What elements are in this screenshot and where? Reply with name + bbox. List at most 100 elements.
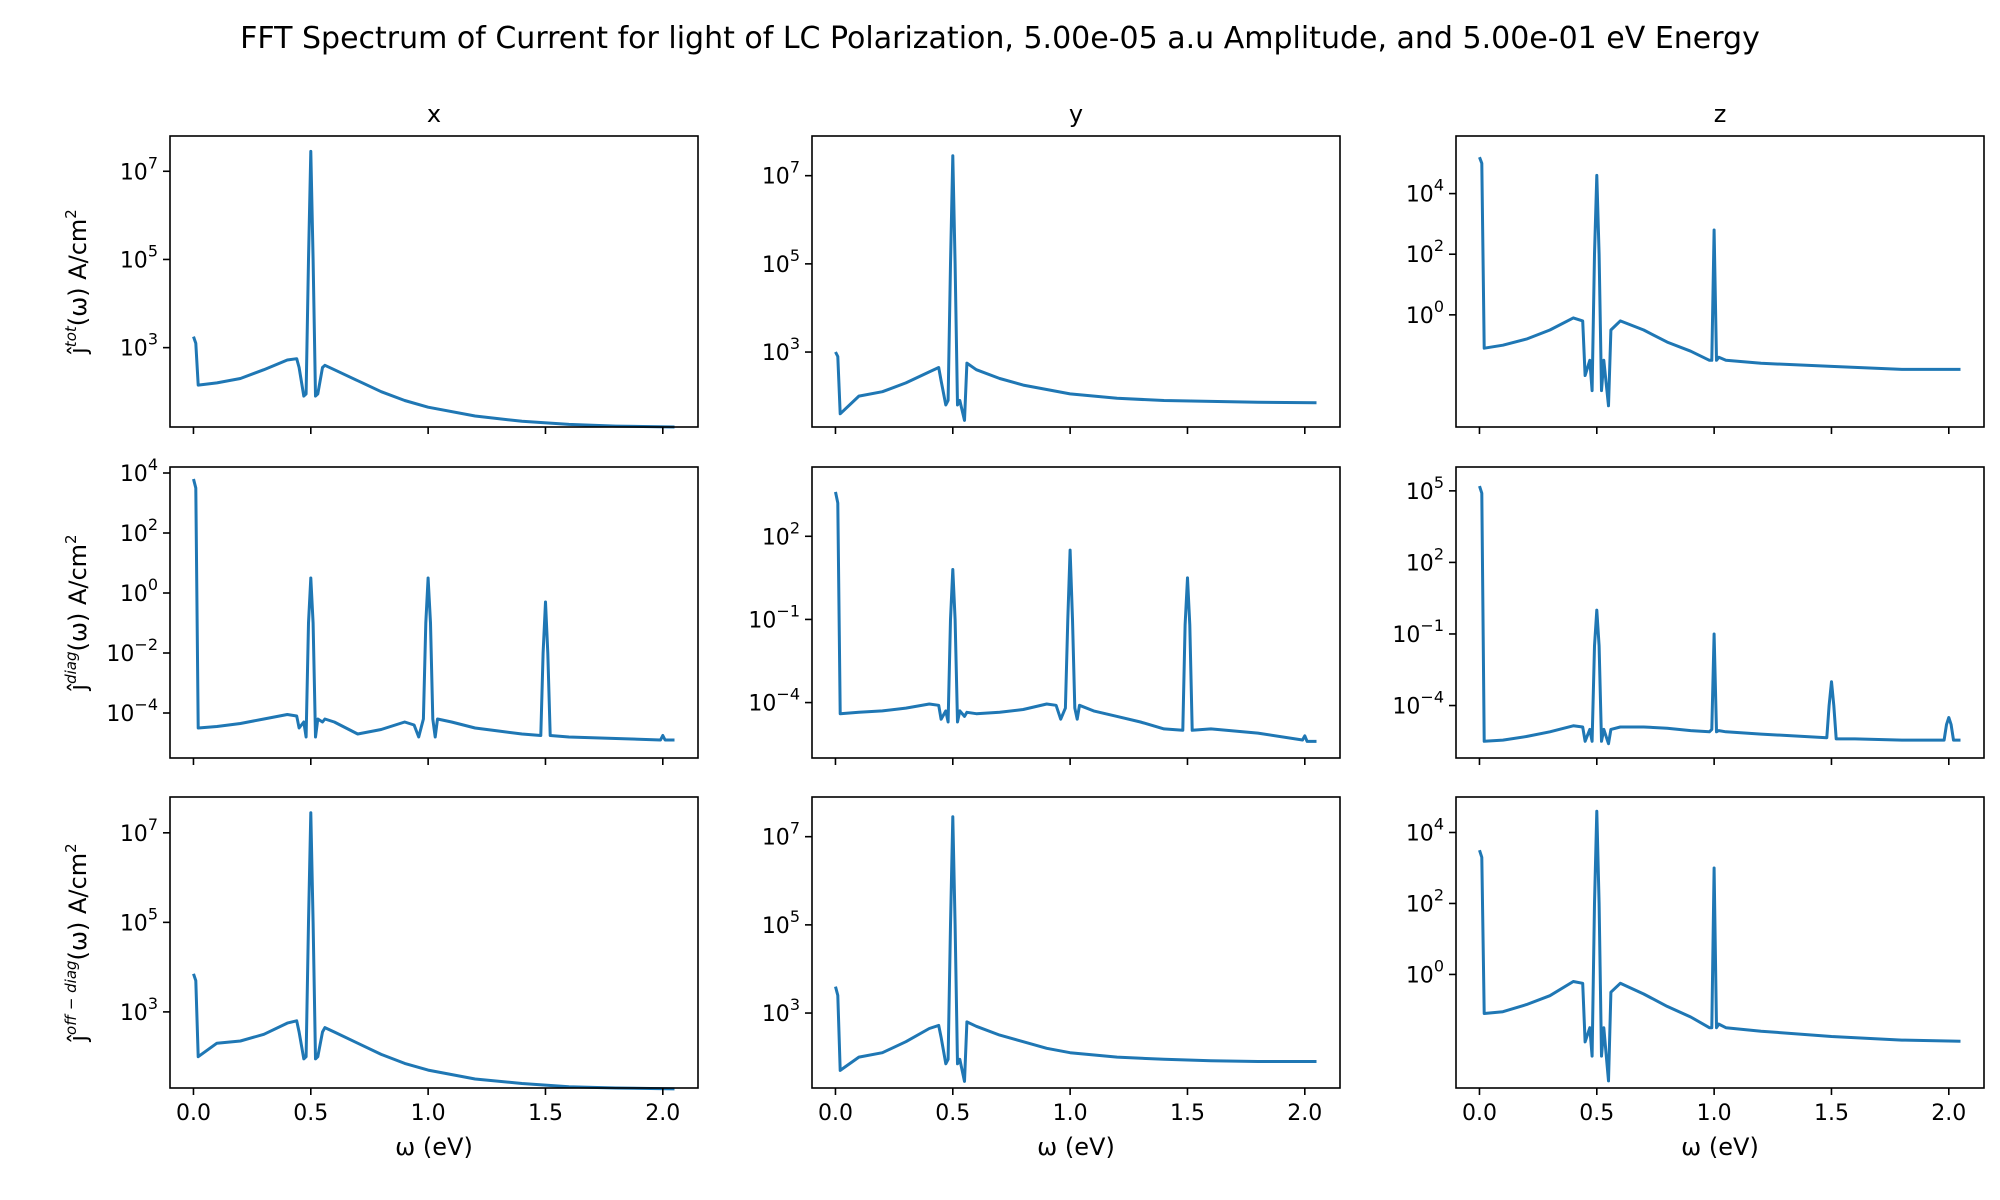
y-label-rest: (ω) A/cm <box>64 219 92 327</box>
x-tick-label: 1.0 <box>1697 1101 1732 1126</box>
series-line <box>834 491 1317 743</box>
axes-frame <box>169 796 699 1089</box>
x-tick-label: 1.5 <box>1814 1101 1849 1126</box>
y-tick-label: 10−1 <box>1392 616 1444 648</box>
y-tick-exponent: 2 <box>1434 236 1444 255</box>
series-line <box>834 154 1317 422</box>
subplot-r0c2: 100 102 104 z <box>1406 100 1985 434</box>
axes-frame <box>1455 135 1985 428</box>
y-tick-exponent: −2 <box>134 635 158 654</box>
x-tick-label: 0.5 <box>293 1101 328 1126</box>
figure-title: FFT Spectrum of Current for light of LC … <box>240 21 1760 56</box>
y-tick-exponent: 4 <box>148 455 158 474</box>
subplot-r0c0: 103 105 107 x ĵtot(ω) A/cm2 <box>62 100 699 434</box>
y-label-base: ĵ <box>64 683 92 692</box>
column-title-z: z <box>1714 100 1727 128</box>
y-tick-label: 102 <box>1406 544 1444 576</box>
y-tick-label: 107 <box>120 153 158 185</box>
y-tick-exponent: −4 <box>134 695 158 714</box>
y-tick-label: 107 <box>762 158 800 190</box>
axes-frame <box>1455 796 1985 1089</box>
axes-frame <box>811 466 1341 759</box>
y-label-rest: (ω) A/cm <box>64 544 92 652</box>
column-title-y: y <box>1069 100 1083 128</box>
y-label-base: ĵ <box>64 346 92 355</box>
x-tick-label: 0.0 <box>1462 1101 1497 1126</box>
y-tick-exponent: 5 <box>148 241 158 260</box>
axes-frame <box>811 135 1341 428</box>
subplot-r0c1: 103 105 107 y <box>762 100 1341 434</box>
y-tick-label: 104 <box>1406 176 1444 208</box>
x-tick-label: 0.5 <box>935 1101 970 1126</box>
y-tick-exponent: 7 <box>148 153 158 172</box>
series-line <box>192 478 675 742</box>
y-tick-label: 105 <box>120 241 158 273</box>
y-label-base: ĵ <box>64 1034 92 1043</box>
subplot-r1c1: 10−4 10−1 102 <box>748 466 1341 765</box>
series-line <box>1478 485 1961 746</box>
y-tick-label: 10−1 <box>748 601 800 633</box>
x-tick-label: 0.0 <box>176 1101 211 1126</box>
series-line <box>834 815 1317 1083</box>
y-tick-label: 100 <box>1406 297 1444 329</box>
y-tick-label: 100 <box>1406 956 1444 988</box>
y-tick-label: 107 <box>120 815 158 847</box>
x-axis-label: ω (eV) <box>1037 1133 1115 1161</box>
series-line <box>192 149 675 429</box>
y-tick-label: 102 <box>762 518 800 550</box>
y-tick-label: 102 <box>1406 885 1444 917</box>
y-tick-exponent: 7 <box>148 815 158 834</box>
y-label-rest: (ω) A/cm <box>64 853 92 961</box>
y-tick-exponent: 7 <box>790 158 800 177</box>
y-tick-exponent: −4 <box>1420 688 1444 707</box>
subplot-r1c2: 10−4 10−1 102 105 <box>1392 466 1985 765</box>
y-tick-label: 10−4 <box>748 685 800 717</box>
axes-frame <box>811 796 1341 1089</box>
y-tick-label: 102 <box>120 515 158 547</box>
x-tick-label: 0.0 <box>818 1101 853 1126</box>
y-tick-label: 103 <box>120 330 158 362</box>
axes-frame <box>169 135 699 428</box>
y-tick-label: 103 <box>762 334 800 366</box>
column-title-x: x <box>427 100 441 128</box>
y-tick-exponent: 4 <box>1434 814 1444 833</box>
x-tick-label: 2.0 <box>1931 1101 1966 1126</box>
y-tick-label: 104 <box>1406 814 1444 846</box>
y-tick-exponent: 0 <box>1434 297 1444 316</box>
y-tick-exponent: 3 <box>790 334 800 353</box>
series-line <box>192 811 675 1091</box>
x-tick-label: 2.0 <box>1287 1101 1322 1126</box>
y-tick-exponent: 0 <box>148 575 158 594</box>
x-tick-label: 1.0 <box>1053 1101 1088 1126</box>
y-tick-label: 10−4 <box>106 695 158 727</box>
axes-frame <box>169 466 699 759</box>
y-label-sup: tot <box>62 325 80 347</box>
y-tick-label: 103 <box>120 994 158 1026</box>
y-tick-exponent: 7 <box>790 819 800 838</box>
y-label-sup: off − diag <box>62 960 80 1035</box>
y-axis-label-row1: ĵdiag(ω) A/cm2 <box>62 534 92 691</box>
y-tick-exponent: 2 <box>1434 544 1444 563</box>
series-line <box>1478 809 1961 1083</box>
y-tick-exponent: 3 <box>790 995 800 1014</box>
y-tick-label: 10−4 <box>1392 688 1444 720</box>
y-axis-label-row2: ĵoff − diag(ω) A/cm2 <box>62 843 92 1042</box>
y-tick-label: 102 <box>1406 236 1444 268</box>
y-axis-label-row0: ĵtot(ω) A/cm2 <box>62 209 92 355</box>
y-tick-exponent: 3 <box>148 330 158 349</box>
x-tick-label: 2.0 <box>645 1101 680 1126</box>
y-label-sup: diag <box>62 652 80 684</box>
subplot-r2c0: 103 105 107 0.0 0.5 1.0 1.5 2.0 ω (eV) ĵoff − dia… <box>62 796 699 1161</box>
y-tick-exponent: 5 <box>1434 473 1444 492</box>
y-tick-label: 107 <box>762 819 800 851</box>
x-axis-label: ω (eV) <box>1681 1133 1759 1161</box>
y-tick-exponent: 3 <box>148 994 158 1013</box>
y-label-sq: 2 <box>62 843 80 853</box>
y-tick-exponent: 4 <box>1434 176 1444 195</box>
y-tick-exponent: 5 <box>148 904 158 923</box>
y-label-sq: 2 <box>62 209 80 219</box>
y-label-sq: 2 <box>62 534 80 544</box>
y-tick-exponent: 0 <box>1434 956 1444 975</box>
